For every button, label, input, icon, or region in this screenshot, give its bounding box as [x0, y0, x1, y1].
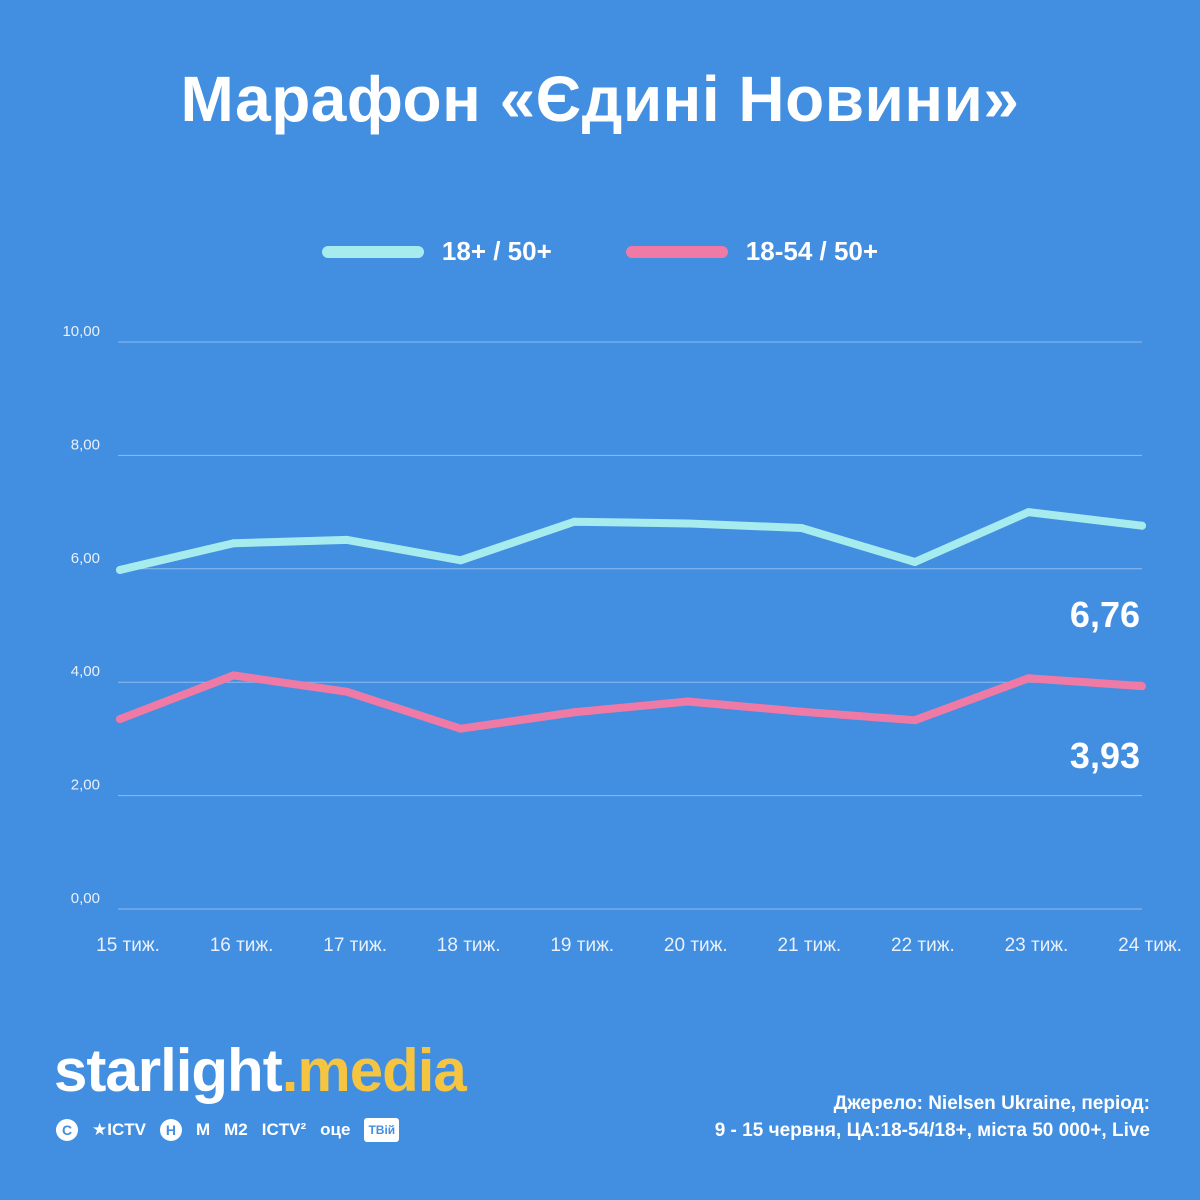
x-tick-label: 24 тиж.	[1118, 935, 1182, 956]
y-tick-label: 0,00	[71, 890, 100, 907]
x-tick-label: 22 тиж.	[891, 935, 955, 956]
end-value-label: 6,76	[1070, 594, 1140, 635]
x-tick-label: 23 тиж.	[1005, 935, 1069, 956]
data-point	[1024, 508, 1033, 517]
data-point	[1138, 521, 1146, 530]
x-tick-label: 16 тиж.	[210, 935, 274, 956]
brand-logo-part-1: starlight	[54, 1037, 283, 1104]
data-point	[229, 539, 238, 548]
channel-logo-ictv2: ICTV²	[261, 1120, 307, 1139]
data-point	[910, 716, 919, 725]
x-tick-label: 18 тиж.	[437, 935, 501, 956]
data-point	[797, 523, 806, 532]
data-point	[456, 724, 465, 733]
line-chart: 0,00 2,00 4,00 6,00 8,00 10,00 15 тиж. 16 тиж. 1…	[62, 323, 1182, 956]
source-line-2: 9 - 15 червня, ЦА:18-54/18+, міста 50 00…	[714, 1120, 1150, 1141]
legend-item-series-2: 18-54 / 50+	[625, 236, 879, 267]
legend-label-series-1: 18+ / 50+	[441, 236, 552, 266]
page-title: Марафон «Єдині Новини»	[180, 63, 1020, 135]
data-point	[683, 697, 692, 706]
data-point	[343, 535, 352, 544]
data-point	[570, 708, 579, 717]
x-tick-label: 15 тиж.	[96, 935, 160, 956]
brand-logo: starlight.media	[54, 1036, 467, 1105]
data-point	[683, 519, 692, 528]
channel-logo-m2: M2	[224, 1120, 248, 1139]
data-point	[343, 687, 352, 696]
x-tick-label: 21 тиж.	[777, 935, 841, 956]
legend-label-series-2: 18-54 / 50+	[745, 236, 879, 266]
data-point	[116, 565, 124, 574]
source-note: Джерело: Nielsen Ukraine, період: 9 - 15…	[715, 1090, 1150, 1144]
legend-item-series-1: 18+ / 50+	[321, 236, 552, 267]
channel-logo-tviy: ТВій	[364, 1118, 400, 1142]
chart-legend: 18+ / 50+ 18-54 / 50+	[0, 236, 1200, 267]
data-point	[1024, 674, 1033, 683]
channel-logo-m1: M	[195, 1120, 211, 1139]
channel-logos: C ★ICTV Н M M2 ICTV² оце ТВій	[56, 1118, 400, 1142]
y-tick-label: 6,00	[71, 550, 100, 567]
brand-logo-part-2: .media	[281, 1037, 467, 1104]
data-point	[570, 517, 579, 526]
end-value-label: 3,93	[1070, 735, 1140, 776]
data-point	[910, 557, 919, 566]
series-line-1	[116, 508, 1146, 574]
y-tick-label: 10,00	[62, 323, 100, 340]
channel-logo-stb: C	[56, 1119, 78, 1141]
legend-swatch-series-1	[321, 245, 424, 258]
y-tick-label: 2,00	[71, 777, 100, 794]
data-point	[1138, 682, 1146, 691]
x-tick-label: 19 тиж.	[550, 935, 614, 956]
channel-logo-otse: оце	[320, 1120, 351, 1139]
channel-logo-novyi: Н	[159, 1119, 182, 1141]
x-tick-label: 17 тиж.	[323, 935, 387, 956]
data-point	[456, 556, 465, 565]
data-point	[797, 707, 806, 716]
y-tick-label: 4,00	[71, 663, 100, 680]
source-line-1: Джерело: Nielsen Ukraine, період:	[833, 1093, 1150, 1114]
channel-logo-ictv: ★ICTV	[92, 1120, 146, 1139]
data-point	[229, 671, 238, 680]
data-point	[116, 715, 124, 724]
series-line-2	[116, 671, 1146, 733]
legend-swatch-series-2	[625, 245, 728, 258]
x-tick-label: 20 тиж.	[664, 935, 728, 956]
y-tick-label: 8,00	[71, 436, 100, 453]
